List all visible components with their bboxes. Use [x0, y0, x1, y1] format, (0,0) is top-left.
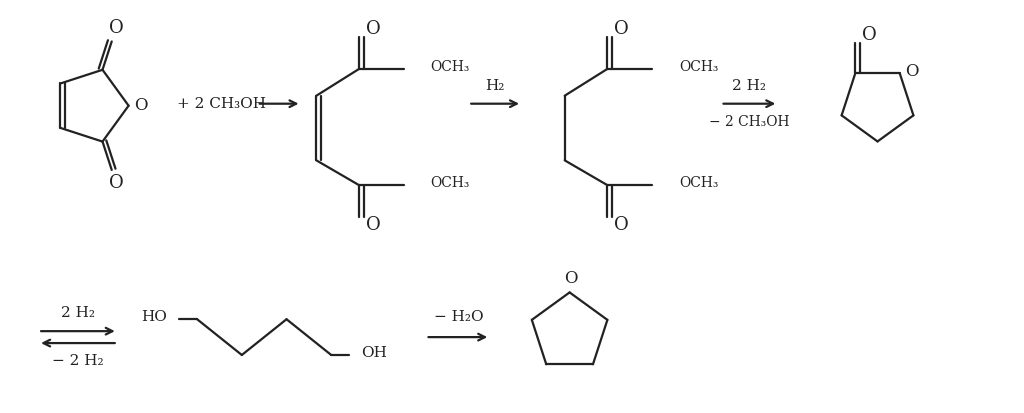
Text: OCH₃: OCH₃	[679, 60, 718, 74]
Text: O: O	[109, 19, 124, 37]
Text: − 2 CH₃OH: − 2 CH₃OH	[710, 114, 790, 128]
Text: 2 H₂: 2 H₂	[61, 306, 95, 320]
Text: OCH₃: OCH₃	[430, 176, 470, 190]
Text: 2 H₂: 2 H₂	[732, 79, 766, 93]
Text: HO: HO	[141, 310, 167, 324]
Text: O: O	[366, 216, 380, 234]
Text: OCH₃: OCH₃	[430, 60, 470, 74]
Text: O: O	[564, 270, 578, 287]
Text: OH: OH	[361, 346, 387, 360]
Text: OCH₃: OCH₃	[679, 176, 718, 190]
Text: O: O	[905, 63, 919, 80]
Text: − 2 H₂: − 2 H₂	[52, 354, 103, 368]
Text: O: O	[134, 97, 147, 114]
Text: O: O	[613, 216, 629, 234]
Text: O: O	[366, 20, 380, 38]
Text: O: O	[109, 174, 124, 192]
Text: + 2 CH₃OH: + 2 CH₃OH	[177, 97, 266, 111]
Text: O: O	[613, 20, 629, 38]
Text: − H₂O: − H₂O	[433, 310, 483, 324]
Text: O: O	[862, 26, 877, 45]
Text: H₂: H₂	[485, 79, 505, 93]
